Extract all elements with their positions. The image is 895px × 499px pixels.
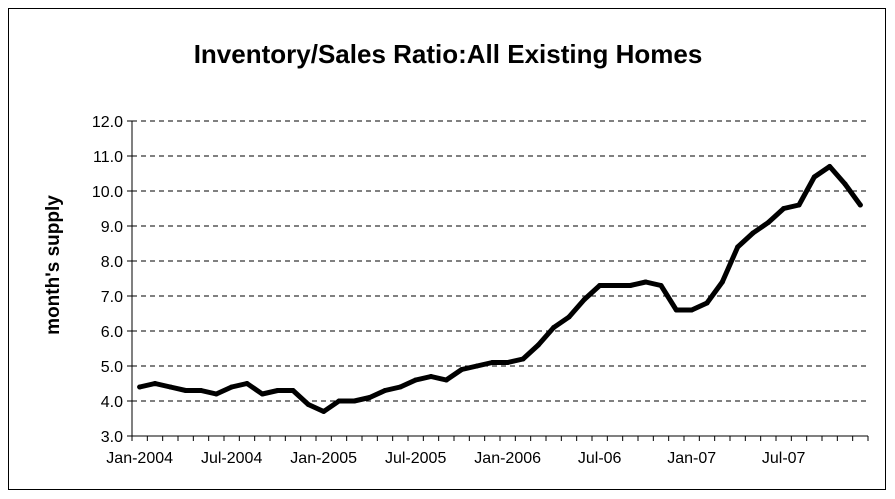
- data-point: [781, 206, 787, 211]
- y-tick-label: 4.0: [101, 394, 123, 411]
- chart-title: Inventory/Sales Ratio:All Existing Homes: [193, 39, 703, 69]
- data-point: [627, 283, 633, 288]
- y-tick-label: 7.0: [101, 289, 123, 306]
- data-point: [428, 374, 434, 379]
- chart-svg: 3.0 4.0 5.0 6.0 7.0 8.0 9.0 10.0 11.0 12.0 Jan-20…: [43, 114, 869, 467]
- data-point: [198, 388, 204, 393]
- data-point: [673, 307, 679, 313]
- data-point: [259, 391, 265, 397]
- data-point: [643, 279, 649, 285]
- data-point: [413, 377, 419, 383]
- data-point: [765, 220, 771, 225]
- y-tick-label: 9.0: [101, 219, 123, 236]
- y-tick-label: 12.0: [92, 114, 123, 131]
- data-point: [321, 409, 327, 414]
- y-axis-title: month's supply: [43, 195, 64, 335]
- data-point: [689, 307, 695, 313]
- data-point: [443, 377, 449, 383]
- data-point: [597, 283, 603, 288]
- x-tick-labels: Jan-2004 Jul-2004 Jan-2005 Jul-2005 Jan-2006…: [106, 450, 805, 467]
- data-point: [735, 244, 741, 250]
- series-line: [137, 164, 863, 414]
- x-tick-label: Jul-06: [578, 450, 622, 467]
- data-point: [489, 360, 495, 365]
- data-point: [750, 230, 756, 236]
- data-point: [183, 388, 189, 393]
- data-point: [719, 279, 725, 285]
- data-point: [351, 398, 357, 404]
- data-point: [290, 388, 296, 393]
- data-point: [704, 300, 710, 306]
- data-point: [612, 283, 618, 288]
- data-point: [305, 402, 311, 407]
- data-point: [658, 283, 664, 288]
- series-layer: [137, 164, 863, 414]
- data-point: [382, 388, 388, 393]
- data-point: [152, 381, 158, 386]
- data-point: [336, 398, 342, 404]
- data-point: [275, 388, 281, 393]
- data-point: [367, 395, 373, 400]
- x-tick-label: Jan-2006: [474, 450, 541, 467]
- data-point: [842, 181, 848, 187]
- data-point: [566, 314, 572, 320]
- y-tick-label: 3.0: [101, 429, 123, 446]
- x-tick-label: Jan-2004: [106, 450, 173, 467]
- x-tick-label: Jul-07: [762, 450, 806, 467]
- y-tick-label: 11.0: [93, 149, 123, 166]
- chart-frame: Inventory/Sales Ratio:All Existing Homes…: [8, 8, 886, 490]
- data-point: [520, 356, 526, 362]
- y-tick-label: 6.0: [101, 324, 123, 341]
- data-point: [535, 342, 541, 348]
- data-point: [551, 325, 557, 330]
- data-point: [811, 174, 817, 180]
- data-point: [581, 297, 587, 302]
- x-tick-label: Jan-2005: [290, 450, 357, 467]
- data-point: [459, 367, 465, 372]
- data-point: [796, 202, 802, 208]
- axes: [127, 120, 869, 441]
- y-tick-label: 8.0: [101, 254, 123, 271]
- y-tick-label: 10.0: [92, 184, 123, 201]
- x-tick-label: Jul-2005: [385, 450, 446, 467]
- data-point: [827, 164, 833, 169]
- data-point: [397, 384, 403, 390]
- data-point: [857, 202, 863, 208]
- data-point: [229, 384, 235, 390]
- grid-lines: [132, 120, 868, 402]
- data-point: [244, 381, 250, 386]
- data-point: [137, 384, 143, 390]
- y-tick-label: 5.0: [101, 359, 123, 376]
- x-tick-label: Jan-07: [667, 450, 716, 467]
- y-tick-labels: 3.0 4.0 5.0 6.0 7.0 8.0 9.0 10.0 11.0 12.0: [92, 114, 123, 446]
- data-point: [474, 363, 480, 369]
- data-point: [167, 384, 173, 390]
- data-point: [505, 360, 511, 365]
- x-tick-label: Jul-2004: [201, 450, 262, 467]
- data-point: [213, 391, 219, 397]
